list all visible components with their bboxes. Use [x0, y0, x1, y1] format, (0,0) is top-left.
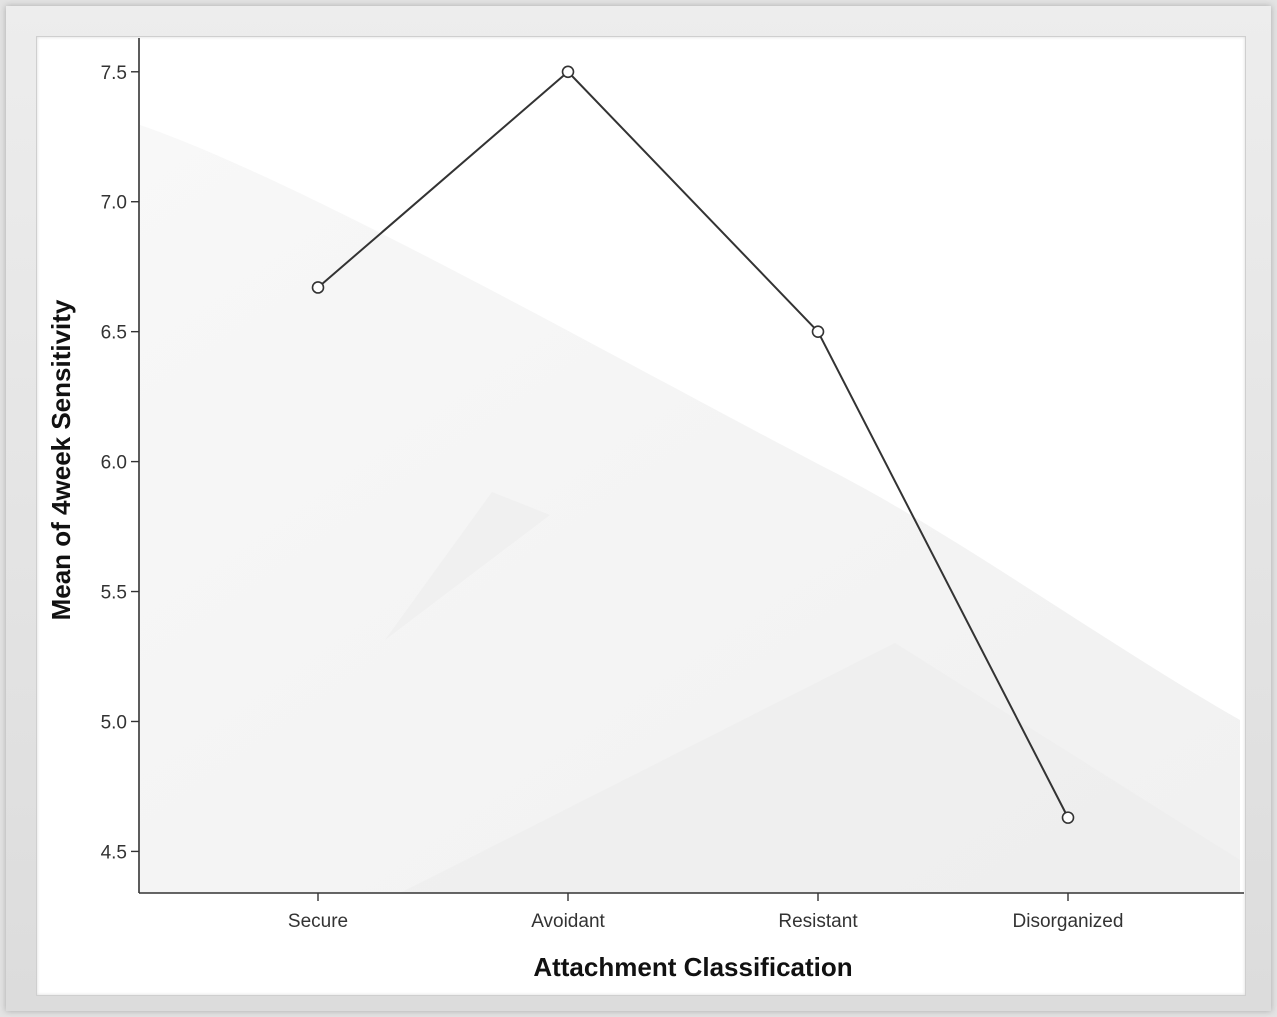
x-axis-ticks: Secure Avoidant Resistant Disorganized	[288, 893, 1124, 932]
series-group	[311, 65, 1075, 824]
y-axis-title: Mean of 4week Sensitivity	[46, 299, 76, 620]
y-tick-label: 5.0	[101, 712, 127, 733]
data-point-marker	[311, 281, 325, 294]
y-axis-ticks: 4.5 5.0 5.5 6.0 6.5 7.0 7.5	[101, 63, 139, 863]
x-axis-title: Attachment Classification	[533, 952, 852, 982]
series-line	[317, 70, 1069, 819]
y-tick-label: 7.5	[101, 63, 127, 84]
data-point-marker	[1061, 811, 1075, 824]
y-tick-label: 5.5	[101, 583, 127, 604]
x-tick-label: Secure	[288, 911, 348, 932]
data-point-marker	[811, 325, 825, 338]
y-tick-label: 4.5	[101, 842, 127, 863]
x-tick-label: Avoidant	[531, 911, 605, 932]
y-tick-label: 6.5	[101, 323, 127, 344]
y-tick-label: 7.0	[101, 193, 127, 214]
x-tick-label: Resistant	[778, 911, 858, 932]
background-shading	[140, 125, 1240, 893]
x-tick-label: Disorganized	[1013, 911, 1124, 932]
data-point-marker	[561, 65, 575, 79]
y-tick-label: 6.0	[101, 453, 127, 474]
